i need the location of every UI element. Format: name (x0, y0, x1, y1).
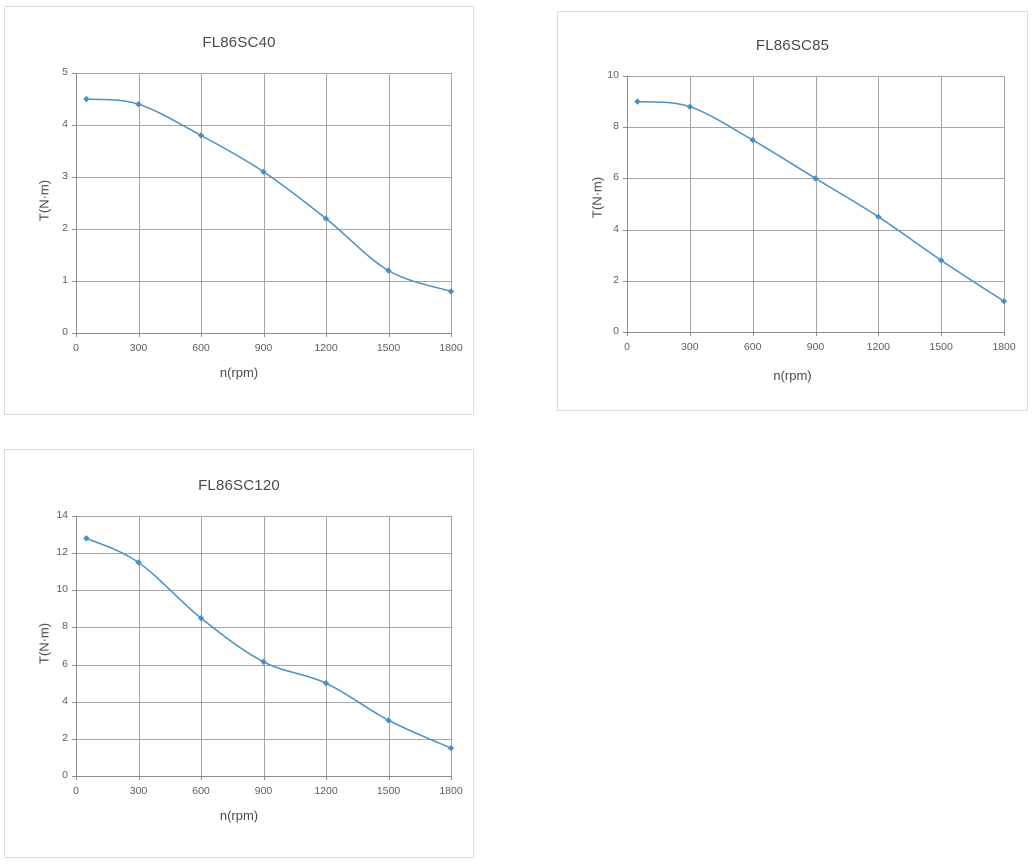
x-axis-title: n(rpm) (773, 368, 812, 383)
x-tick-label: 300 (681, 341, 699, 353)
x-tick-label: 1800 (992, 341, 1016, 353)
x-tick-label: 1800 (439, 342, 463, 354)
x-tick-label: 600 (192, 342, 210, 354)
x-tick-label: 900 (254, 342, 273, 354)
plot-area: 0 2 4 6 8 10 12 14 0 300 600 900 1200 1500 1800 (5, 450, 475, 859)
y-tick-label: 10 (607, 69, 619, 81)
y-tick-label: 8 (613, 120, 619, 133)
x-axis-title: n(rpm) (219, 365, 259, 380)
y-tick-label: 4 (62, 694, 68, 707)
y-axis-title: T(N·m) (36, 179, 52, 222)
y-tick-label: 2 (62, 731, 68, 744)
x-axis-title: n(rpm) (219, 808, 259, 823)
plot-svg (623, 76, 1008, 336)
y-tick-label: 2 (613, 273, 619, 286)
x-tick-label: 1500 (376, 785, 401, 797)
x-tick-label: 0 (624, 341, 630, 353)
y-axis-title: T(N·m) (589, 176, 605, 219)
chart-title: FL86SC85 (755, 37, 830, 54)
plot-area: 0 2 4 6 8 10 0 300 600 900 1200 1500 1800 (558, 12, 1029, 412)
y-tick-label: 5 (62, 66, 68, 78)
x-tick-label: 0 (73, 342, 79, 354)
y-tick-label: 0 (62, 326, 68, 338)
plot-area: 0 1 2 3 4 5 0 300 600 900 1200 1500 1800 (5, 7, 475, 416)
y-axis-title: T(N·m) (36, 622, 52, 665)
x-tick-label: 1200 (866, 341, 890, 353)
x-tick-label: 1800 (439, 785, 463, 797)
y-tick-label: 6 (62, 657, 68, 670)
chart-card-fl86sc85: FL86SC85 0 2 4 6 8 10 0 300 600 900 1200 1500 1800 T… (557, 11, 1028, 411)
x-tick-label: 900 (254, 785, 273, 797)
x-tick-label: 1200 (314, 785, 338, 797)
x-tick-label: 300 (129, 785, 148, 797)
x-tick-label: 1500 (929, 341, 953, 353)
y-tick-label: 14 (56, 509, 68, 521)
x-tick-label: 300 (129, 342, 148, 354)
y-tick-label: 4 (62, 118, 68, 130)
x-tick-label: 600 (192, 785, 210, 797)
x-tick-label: 1200 (314, 342, 338, 354)
y-tick-label: 3 (62, 170, 68, 182)
y-tick-label: 0 (62, 769, 68, 781)
y-tick-label: 12 (56, 546, 68, 559)
x-tick-label: 600 (743, 341, 762, 353)
chart-title: FL86SC120 (198, 477, 280, 494)
chart-title: FL86SC40 (202, 34, 276, 51)
plot-svg (72, 516, 455, 780)
y-tick-label: 1 (62, 274, 68, 286)
x-tick-label: 900 (806, 341, 825, 353)
y-tick-label: 2 (62, 222, 68, 234)
plot-svg (72, 73, 455, 337)
y-tick-label: 6 (613, 171, 619, 184)
y-tick-label: 10 (56, 583, 68, 596)
x-tick-label: 0 (73, 785, 79, 797)
y-tick-label: 4 (613, 222, 619, 235)
x-tick-label: 1500 (376, 342, 401, 354)
y-tick-label: 0 (613, 325, 619, 337)
chart-card-fl86sc40: FL86SC40 0 1 2 3 4 5 0 300 600 900 1200 1500 1800 T(… (4, 6, 474, 415)
chart-card-fl86sc120: FL86SC120 0 2 4 6 8 10 12 14 0 300 600 900 1200 1500 1… (4, 449, 474, 858)
y-tick-label: 8 (62, 620, 68, 633)
